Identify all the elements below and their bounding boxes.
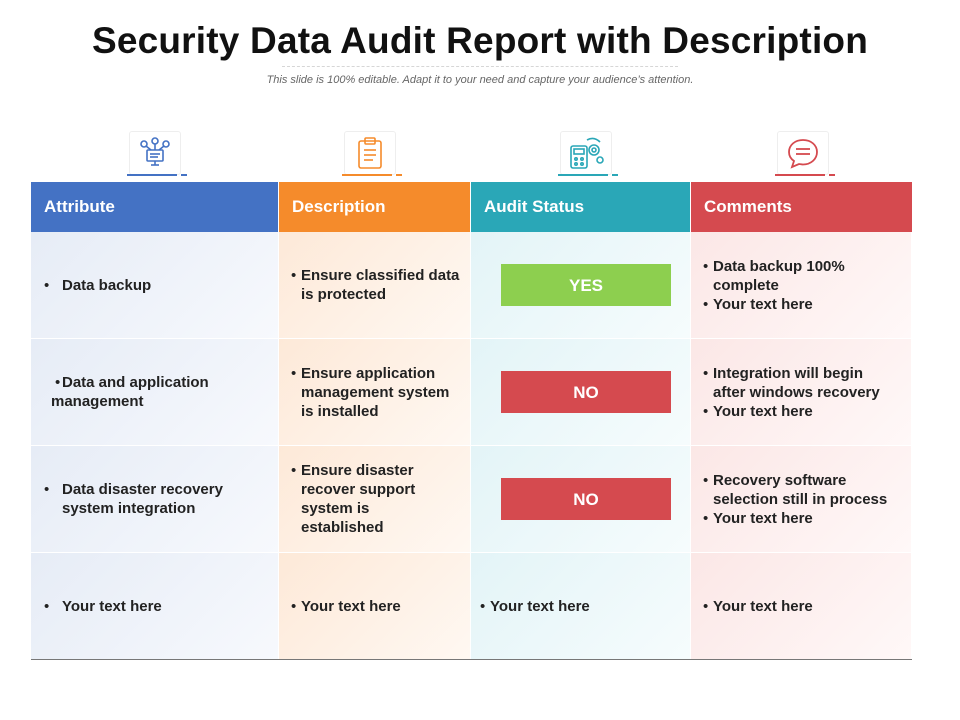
description-text: Your text here <box>301 597 401 615</box>
audit-status-cell: YES <box>471 232 691 338</box>
attribute-text: Data and application management <box>51 374 209 410</box>
table-row: Data backup Ensure classified data is pr… <box>31 232 912 339</box>
description-icon-underline <box>342 174 402 176</box>
comments-icon-box <box>777 131 829 175</box>
page-subtitle: This slide is 100% editable. Adapt it to… <box>266 74 694 86</box>
calculator-gear-icon <box>570 137 604 169</box>
chat-bubble-icon <box>788 139 818 169</box>
table-row: Data disaster recovery system integratio… <box>31 446 912 553</box>
description-icon-box <box>344 131 396 175</box>
attribute-cell: Data backup <box>31 232 279 338</box>
header-description: Description <box>279 182 471 232</box>
attribute-cell: Your text here <box>31 553 279 659</box>
comments-cell: Integration will begin after windows rec… <box>691 339 912 445</box>
table-header-row: Attribute Description Audit Status Comme… <box>31 182 912 232</box>
audit-icon-box <box>560 131 612 175</box>
attribute-text: Data disaster recovery system integratio… <box>62 481 223 517</box>
comment-text: Data backup 100% complete <box>713 257 845 294</box>
description-cell: Ensure classified data is protected <box>279 232 471 338</box>
header-attribute: Attribute <box>31 182 279 232</box>
clipboard-icon <box>358 137 382 169</box>
comments-icon-underline <box>775 174 835 176</box>
table-row: Your text here Your text here Your text … <box>31 553 912 660</box>
attribute-text: Data backup <box>62 276 152 294</box>
comment-text: Your text here <box>713 402 813 420</box>
audit-status-cell: Your text here <box>471 553 691 659</box>
comment-text: Recovery software selection still in pro… <box>713 471 888 508</box>
status-badge-no: NO <box>501 371 671 413</box>
comments-cell: Your text here <box>691 553 912 659</box>
header-audit-status: Audit Status <box>471 182 691 232</box>
comment-text: Integration will begin after windows rec… <box>713 364 880 401</box>
comment-text: Your text here <box>713 597 813 615</box>
comments-cell: Data backup 100% complete Your text here <box>691 232 912 338</box>
status-text: Your text here <box>490 597 590 615</box>
attribute-text: Your text here <box>62 597 162 615</box>
comments-cell: Recovery software selection still in pro… <box>691 446 912 552</box>
attribute-cell: Data and application management <box>31 339 279 445</box>
table-row: Data and application management Ensure a… <box>31 339 912 446</box>
description-text: Ensure application management system is … <box>301 364 450 420</box>
status-badge-yes: YES <box>501 264 671 306</box>
page-title: Security Data Audit Report with Descript… <box>91 20 869 61</box>
user-network-icon <box>140 137 170 166</box>
audit-icon-underline <box>558 174 618 176</box>
audit-status-cell: NO <box>471 446 691 552</box>
comment-text: Your text here <box>713 509 813 527</box>
attribute-cell: Data disaster recovery system integratio… <box>31 446 279 552</box>
description-cell: Ensure disaster recover support system i… <box>279 446 471 552</box>
title-divider <box>282 66 678 67</box>
header-comments: Comments <box>691 182 912 232</box>
attribute-icon-underline <box>127 174 187 176</box>
description-text: Ensure disaster recover support system i… <box>301 462 416 536</box>
comment-text: Your text here <box>713 295 813 313</box>
description-text: Ensure classified data is protected <box>301 267 460 303</box>
audit-table: Attribute Description Audit Status Comme… <box>31 182 912 660</box>
status-badge-no: NO <box>501 478 671 520</box>
description-cell: Your text here <box>279 553 471 659</box>
attribute-icon-box <box>129 131 181 175</box>
audit-status-cell: NO <box>471 339 691 445</box>
description-cell: Ensure application management system is … <box>279 339 471 445</box>
